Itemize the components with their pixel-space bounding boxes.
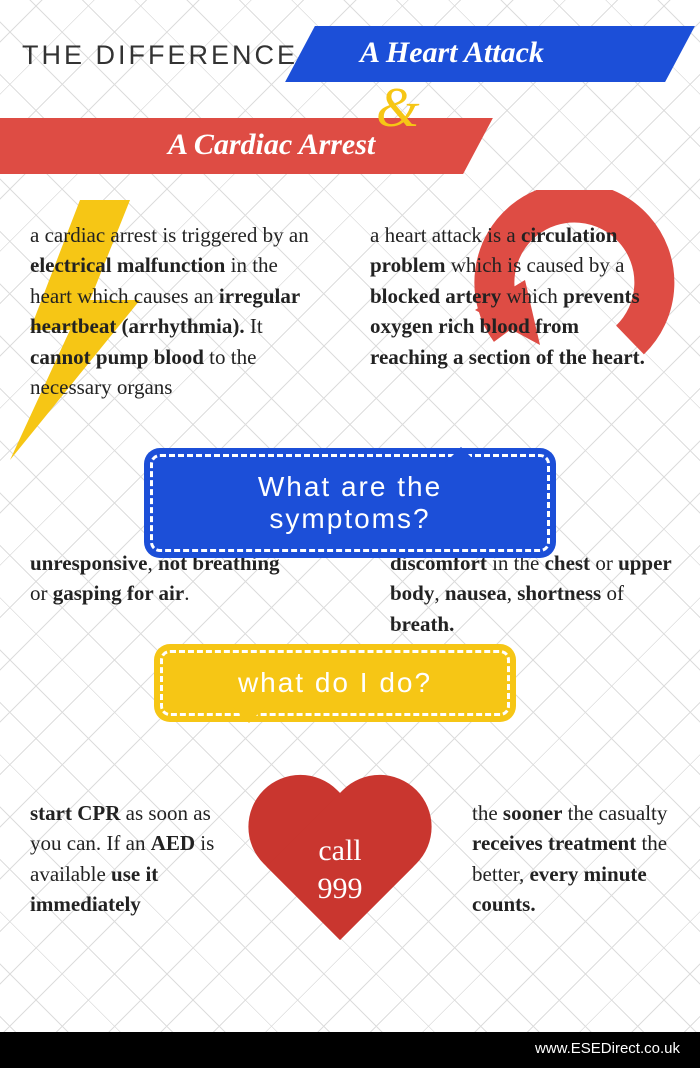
action-heart-attack: the sooner the casualty receives treatme… <box>472 798 682 920</box>
description-heart-attack: a heart attack is a circulation problem … <box>370 220 660 372</box>
footer-url: www.ESEDirect.co.uk <box>535 1040 680 1057</box>
ampersand: & <box>376 76 420 140</box>
bubble-what-do: what do I do? <box>160 650 510 716</box>
banner-red-text: A Cardiac Arrest <box>168 128 375 162</box>
bubble-symptoms: What are the symptoms? <box>150 454 550 552</box>
symptoms-heart-attack: discomfort in the chest or upper body, n… <box>390 548 675 639</box>
footer-bar: www.ESEDirect.co.uk <box>0 1032 700 1068</box>
heart-icon: call 999 <box>240 780 440 980</box>
symptoms-cardiac-arrest: unresponsive, not breathing or gasping f… <box>30 548 300 609</box>
description-cardiac-arrest: a cardiac arrest is triggered by an elec… <box>30 220 320 403</box>
heart-line2: 999 <box>318 872 363 905</box>
action-cardiac-arrest: start CPR as soon as you can. If an AED … <box>30 798 230 920</box>
banner-blue-text: A Heart Attack <box>360 36 544 70</box>
heart-line1: call <box>318 834 361 867</box>
